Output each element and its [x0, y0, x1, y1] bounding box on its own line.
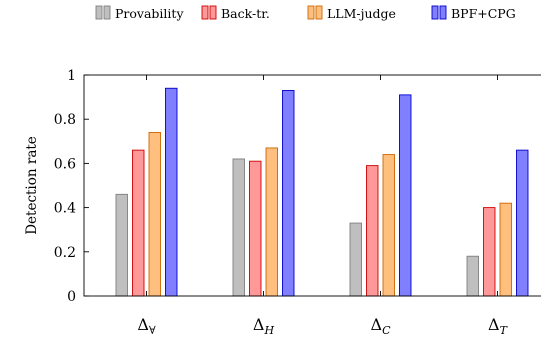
x-category-subscript: T	[500, 324, 509, 337]
x-category-base: Δ	[137, 315, 149, 334]
legend-swatch	[103, 5, 111, 20]
legend-swatch	[431, 5, 439, 20]
x-category-label: ΔH	[253, 315, 275, 337]
legend-label: Provability	[115, 6, 184, 21]
bar-bpf-cpg-1	[282, 90, 295, 297]
bar-provability-3	[466, 255, 479, 297]
bars	[115, 87, 529, 297]
x-category-base: Δ	[371, 315, 383, 334]
legend-swatch	[439, 5, 447, 20]
legend-swatch	[201, 5, 209, 20]
bar-back-tr-2	[366, 165, 379, 297]
bar-llm-judge-3	[499, 202, 512, 297]
x-category-subscript: H	[263, 324, 274, 337]
legend-swatch	[307, 5, 315, 20]
bar-back-tr-1	[249, 160, 262, 297]
legend: Provability Back-tr. LLM-judge BPF+CPG	[95, 5, 516, 21]
y-tick-label: 0.6	[54, 156, 76, 172]
y-tick-label: 0	[67, 289, 76, 305]
legend-swatch	[209, 5, 217, 20]
legend-label: LLM-judge	[327, 6, 396, 21]
y-tick-label: 1	[67, 68, 76, 84]
x-category-label: ΔT	[488, 315, 509, 337]
bar-bpf-cpg-3	[516, 149, 529, 297]
bar-llm-judge-0	[148, 132, 161, 297]
y-tick-label: 0.8	[54, 112, 76, 128]
bar-provability-2	[349, 222, 362, 297]
bar-provability-0	[115, 193, 128, 297]
x-category-subscript: ∀	[149, 324, 156, 337]
x-category-base: Δ	[488, 315, 500, 334]
legend-label: BPF+CPG	[451, 6, 516, 21]
bar-llm-judge-2	[382, 154, 395, 297]
bar-back-tr-0	[132, 149, 145, 297]
legend-swatch	[315, 5, 323, 20]
legend-swatch	[95, 5, 103, 20]
bar-back-tr-3	[483, 207, 496, 297]
y-tick-label: 0.4	[54, 201, 76, 217]
bar-provability-1	[232, 158, 245, 297]
axis-ticks: 0 0.2 0.4 0.6 0.8 1	[54, 68, 498, 305]
x-category-label: ΔC	[371, 315, 392, 337]
x-category-label: Δ∀	[137, 315, 156, 337]
x-category-base: Δ	[253, 315, 265, 334]
y-axis-label: Detection rate	[24, 136, 40, 235]
x-category-subscript: C	[382, 324, 391, 337]
bar-llm-judge-1	[265, 147, 278, 297]
x-axis-categories: Δ∀ ΔH ΔC ΔT	[137, 315, 508, 337]
bar-bpf-cpg-2	[399, 94, 412, 297]
y-tick-label: 0.2	[54, 245, 76, 261]
plot-frame	[83, 74, 541, 297]
bar-bpf-cpg-0	[165, 87, 178, 297]
legend-label: Back-tr.	[221, 6, 270, 21]
